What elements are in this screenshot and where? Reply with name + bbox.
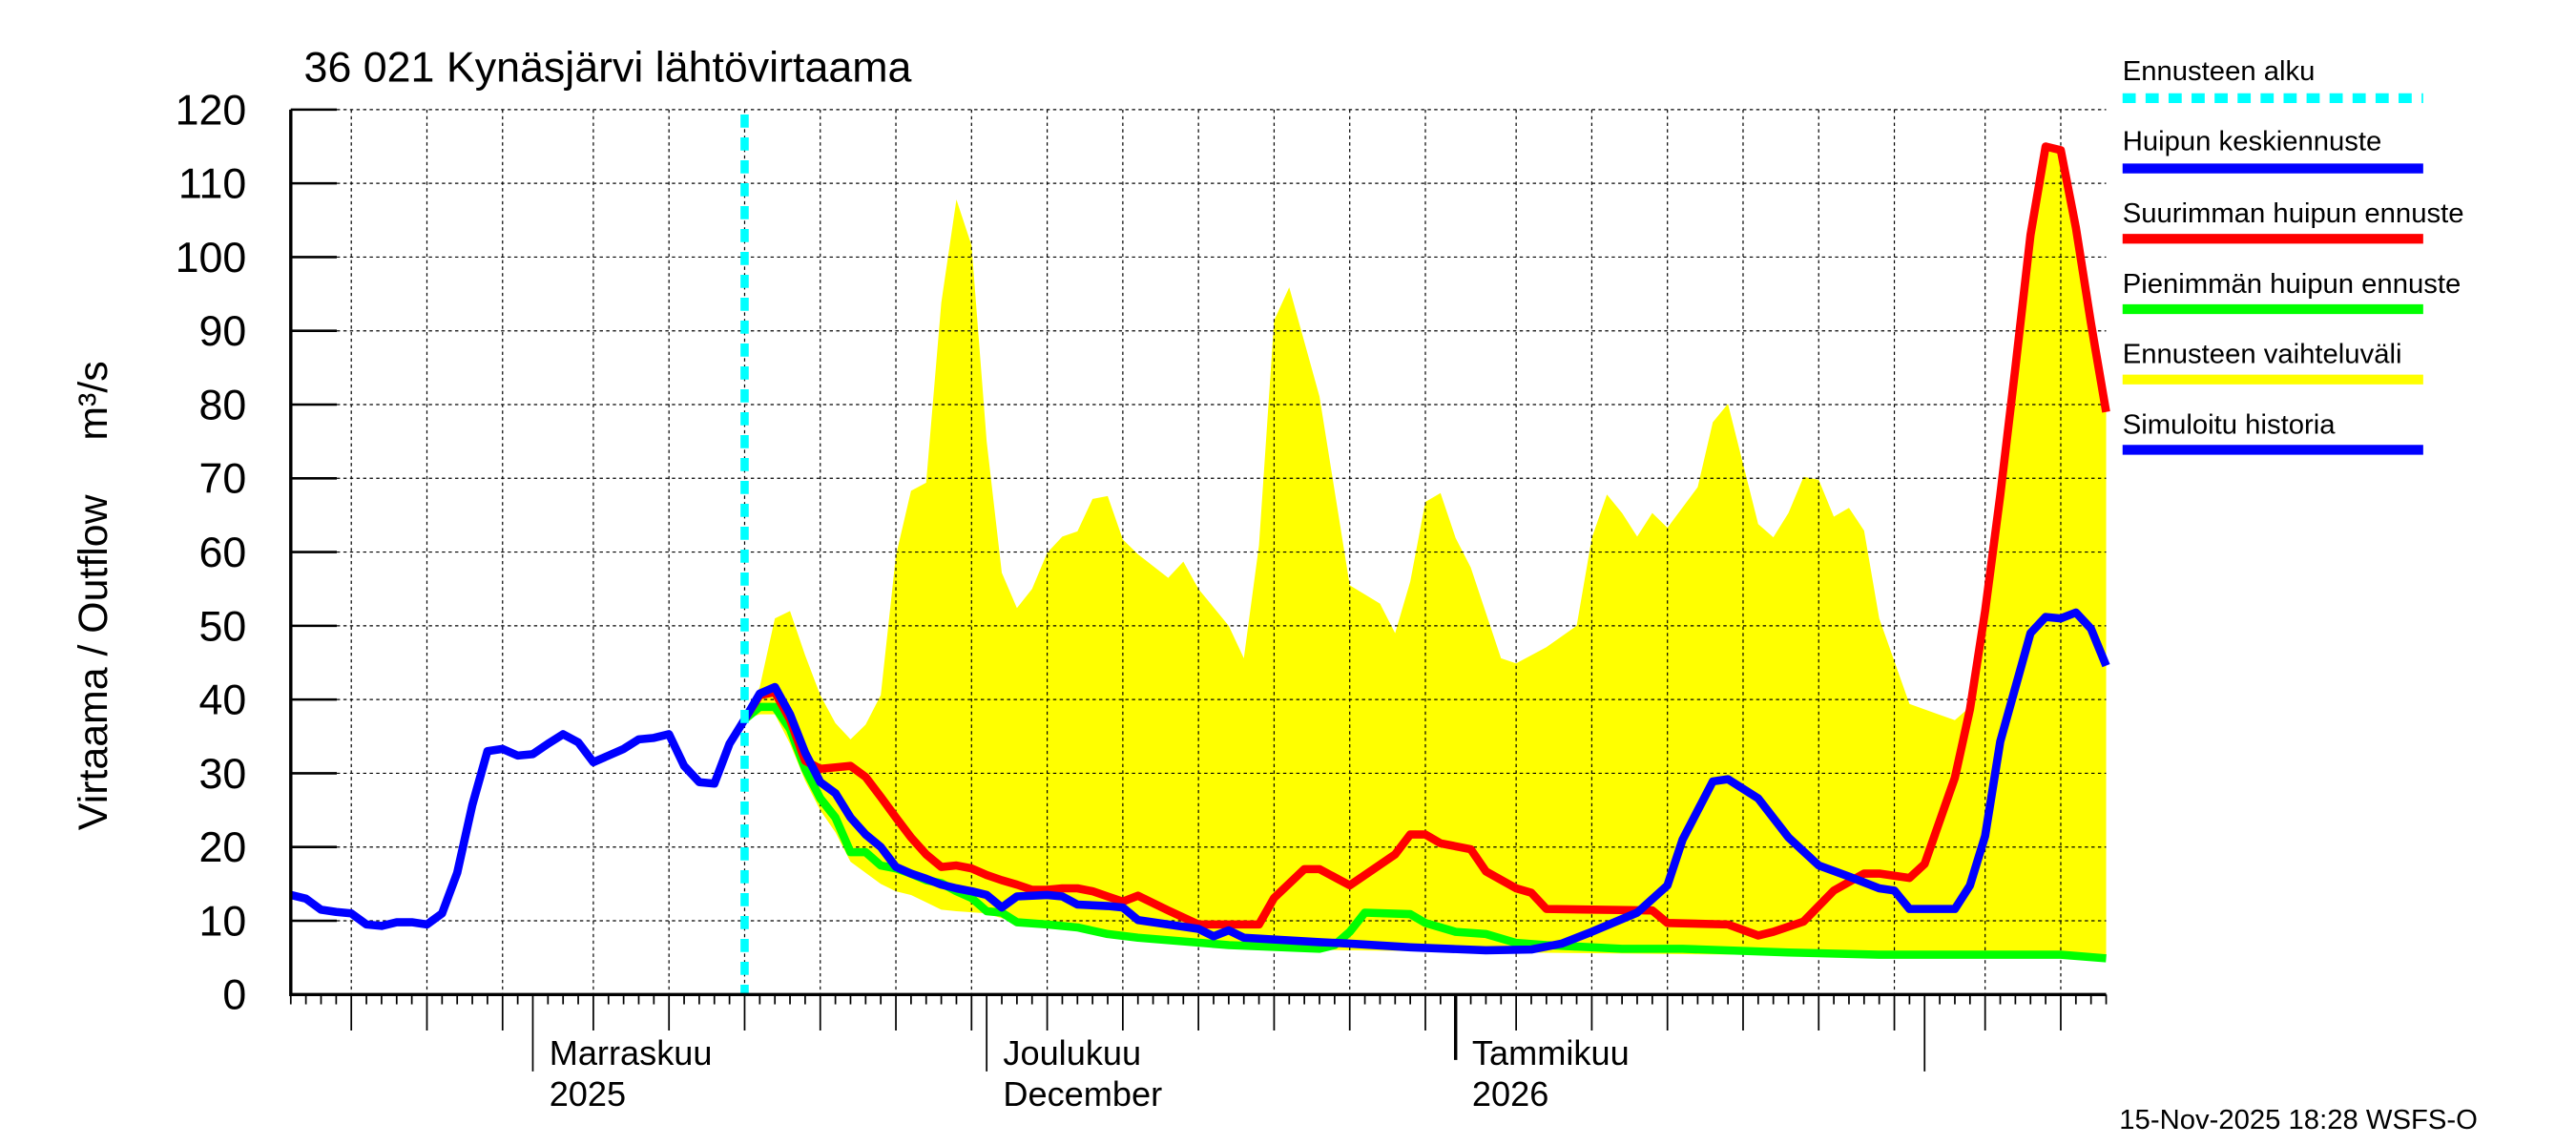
legend-label-forecast-start: Ennusteen alku [2123, 56, 2316, 87]
month-label: Marraskuu [550, 1033, 713, 1072]
y-axis-label: Virtaama / Outflow [71, 493, 116, 830]
y-tick-label: 70 [199, 456, 247, 503]
y-tick-label: 30 [199, 751, 247, 798]
y-tick-label: 40 [199, 677, 247, 724]
series-lines [289, 114, 2110, 995]
y-tick-label: 120 [176, 87, 247, 134]
forecast-range-band [744, 146, 2107, 960]
year-label: 2026 [1472, 1074, 1548, 1114]
y-tick-label: 80 [199, 383, 247, 429]
series-line-pienimm-n-huipun-ennuste [741, 702, 2107, 963]
month-label: Tammikuu [1472, 1033, 1630, 1072]
chart-title: 36 021 Kynäsjärvi lähtövirtaama [304, 45, 912, 92]
y-tick-label: 20 [199, 824, 247, 871]
legend-label-mean-forecast: Huipun keskiennuste [2123, 127, 2382, 157]
axes: 0102030405060708090100110120Marraskuu202… [176, 87, 2108, 1114]
legend-label-min-forecast: Pienimmän huipun ennuste [2123, 269, 2462, 300]
year-label: December [1003, 1074, 1162, 1114]
series-line-suurimman-huipun-ennuste [740, 142, 2110, 940]
y-tick-label: 100 [176, 235, 247, 281]
legend-label-history: Simuloitu historia [2123, 409, 2337, 440]
y-axis-unit: m³/s [71, 361, 116, 440]
month-label: Joulukuu [1003, 1033, 1141, 1072]
series-line-huipun-keskiennuste [740, 608, 2110, 955]
y-tick-label: 50 [199, 603, 247, 650]
footer-timestamp: 15-Nov-2025 18:28 WSFS-O [2119, 1105, 2478, 1135]
grid [290, 109, 2107, 995]
legend: Ennusteen alku Huipun keskiennuste Suuri… [2123, 56, 2464, 455]
legend-label-max-forecast: Suurimman huipun ennuste [2123, 198, 2464, 229]
series-line-simuloitu-historia [289, 717, 749, 930]
y-tick-label: 110 [178, 161, 246, 208]
legend-label-range: Ennusteen vaihteluväli [2123, 340, 2402, 370]
year-label: 2025 [550, 1074, 626, 1114]
y-tick-label: 60 [199, 530, 247, 576]
y-tick-label: 10 [199, 899, 247, 946]
y-tick-label: 0 [222, 972, 246, 1019]
y-tick-label: 90 [199, 308, 247, 355]
range-band-area [744, 146, 2107, 960]
